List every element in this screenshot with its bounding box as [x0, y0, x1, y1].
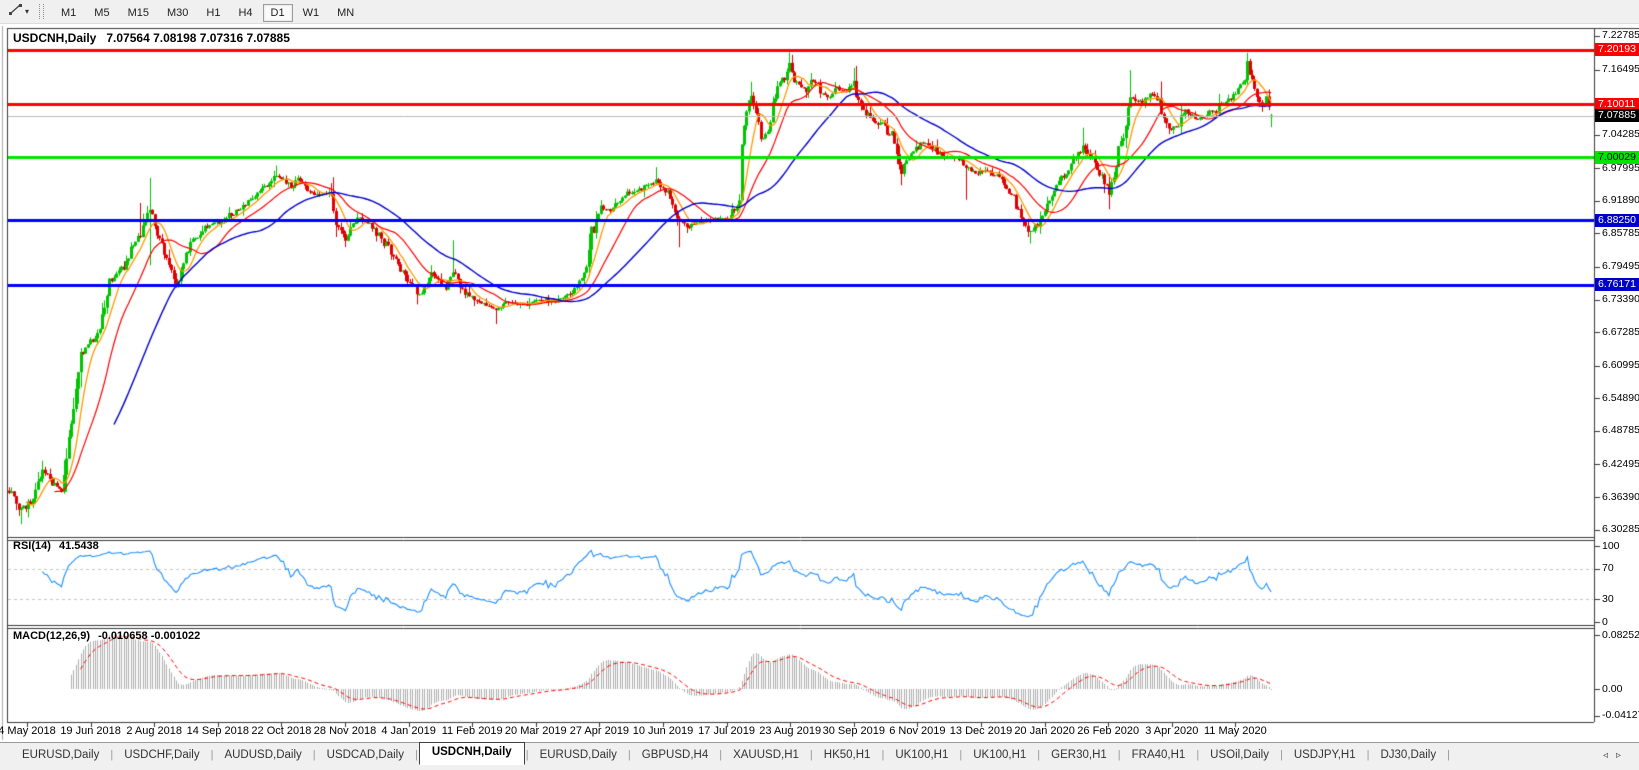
tab-separator: |: [1447, 749, 1450, 761]
tab-separator: |: [210, 749, 214, 761]
chart-tab-usoil-daily[interactable]: USOil,Daily: [1210, 748, 1269, 761]
timeframe-mn-button[interactable]: MN: [337, 6, 355, 19]
chart-tab-fra40-h1[interactable]: FRA40,H1: [1131, 748, 1186, 761]
chart-tab-usdcad-daily[interactable]: USDCAD,Daily: [326, 748, 404, 761]
tab-separator: |: [627, 749, 631, 761]
crosshair-tool-icon: [8, 3, 23, 21]
timeframe-h1-button[interactable]: H1: [206, 6, 221, 19]
tab-separator: |: [1366, 749, 1370, 761]
tab-separator: |: [1037, 749, 1041, 761]
chart-tab-xauusd-h1[interactable]: XAUUSD,H1: [733, 748, 799, 761]
tab-separator: |: [312, 749, 316, 761]
chart-tab-uk100-h1[interactable]: UK100,H1: [973, 748, 1027, 761]
timeframe-h4-button[interactable]: H4: [238, 6, 253, 19]
tab-separator: |: [1196, 749, 1200, 761]
tab-separator: |: [110, 749, 114, 761]
tab-separator: |: [809, 749, 813, 761]
toolbar-grip[interactable]: [39, 4, 45, 19]
tab-separator: |: [414, 749, 418, 761]
tab-scroll-right-icon[interactable]: ▹: [1615, 750, 1629, 761]
chart-tab-usdjpy-h1[interactable]: USDJPY,H1: [1293, 748, 1356, 761]
chart-tab-hk50-h1[interactable]: HK50,H1: [823, 748, 871, 761]
chart-tab-usdcnh-daily[interactable]: USDCNH,Daily: [418, 742, 525, 765]
timeframe-m15-button[interactable]: M15: [127, 6, 149, 19]
timeframe-m1-button[interactable]: M1: [61, 6, 77, 19]
chart-tab-audusd-daily[interactable]: AUDUSD,Daily: [224, 748, 302, 761]
chart-tab-bar: EURUSD,Daily | USDCHF,Daily | AUDUSD,Daily | U…: [0, 742, 1639, 770]
tab-scroll-arrows: ◃▹: [1603, 750, 1629, 761]
timeframe-d1-button[interactable]: D1: [262, 3, 293, 22]
chart-tab-gbpusd-h4[interactable]: GBPUSD,H4: [641, 748, 709, 761]
chart-tab-eurusd-daily[interactable]: EURUSD,Daily: [539, 748, 617, 761]
tab-separator: |: [525, 749, 529, 761]
timeframe-m30-button[interactable]: M30: [166, 6, 189, 19]
timeframe-buttons: M1 M5 M15 M30 H1 H4 D1 W1 MN: [52, 3, 363, 22]
chart-tab-uk100-h1[interactable]: UK100,H1: [895, 748, 949, 761]
tab-scroll-left-icon[interactable]: ◃: [1602, 750, 1616, 761]
timeframe-toolbar: ▾ M1 M5 M15 M30 H1 H4 D1 W1 MN: [0, 0, 1639, 24]
crosshair-tool-button[interactable]: ▾: [4, 1, 33, 23]
tab-separator: |: [959, 749, 963, 761]
chevron-down-icon: ▾: [25, 6, 30, 16]
tab-separator: |: [1279, 749, 1283, 761]
chart-tab-usdchf-daily[interactable]: USDCHF,Daily: [124, 748, 200, 761]
tab-separator: |: [1117, 749, 1121, 761]
chart-tab-eurusd-daily[interactable]: EURUSD,Daily: [22, 748, 100, 761]
chart-tab-dj30-daily[interactable]: DJ30,Daily: [1380, 748, 1437, 761]
chart-tab-ger30-h1[interactable]: GER30,H1: [1051, 748, 1107, 761]
timeframe-m5-button[interactable]: M5: [94, 6, 110, 19]
timeframe-w1-button[interactable]: W1: [302, 6, 320, 19]
tab-separator: |: [881, 749, 885, 761]
tab-separator: |: [719, 749, 723, 761]
chart-tabs: EURUSD,Daily | USDCHF,Daily | AUDUSD,Daily | U…: [12, 742, 1451, 767]
